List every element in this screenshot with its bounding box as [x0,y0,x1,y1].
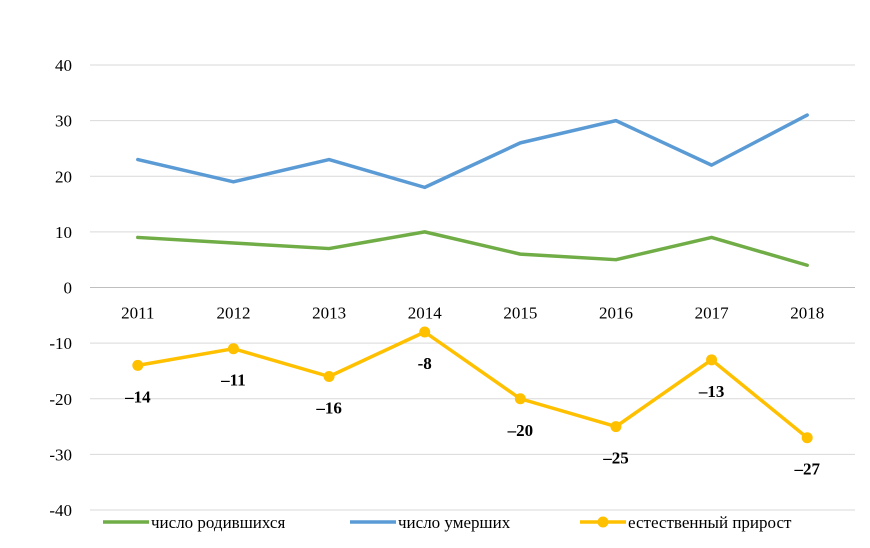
x-axis-ticks: 2011 2012 2013 2014 2015 2016 2017 2018 [121,304,824,323]
data-point [227,343,239,355]
data-point [514,393,526,405]
data-labels: –14 –11 –16 -8 –20 –25 –13 –27 [124,354,820,479]
y-tick-label: -30 [49,445,72,464]
y-tick-label: 0 [64,279,73,298]
series-line-2 [136,330,809,440]
data-point [801,432,813,444]
data-label: –11 [220,371,246,390]
legend: число родившихся число умерших естественны… [103,513,792,532]
legend-label: число умерших [398,513,511,532]
data-point [419,326,431,338]
data-point [706,354,718,366]
x-tick-label: 2012 [216,304,250,323]
data-label: –25 [602,449,629,468]
legend-label: естественный прирост [628,513,792,532]
series-line-1 [136,113,809,190]
y-tick-label: -40 [49,501,72,520]
legend-label: число родившихся [151,513,285,532]
x-tick-label: 2013 [312,304,346,323]
x-tick-label: 2015 [503,304,537,323]
y-tick-label: 40 [55,56,72,75]
x-tick-label: 2018 [790,304,824,323]
x-tick-label: 2016 [599,304,633,323]
y-tick-label: -20 [49,390,72,409]
data-label: –16 [315,399,342,418]
x-tick-label: 2017 [695,304,730,323]
y-tick-label: -10 [49,334,72,353]
data-point [132,359,144,371]
y-tick-label: 30 [55,112,72,131]
y-axis-ticks: 40 30 20 10 0 -10 -20 -30 -40 [49,56,72,520]
data-label: –13 [698,382,725,401]
x-tick-label: 2011 [121,304,154,323]
x-tick-label: 2014 [408,304,443,323]
series-line-0 [136,230,809,267]
data-point [610,421,622,433]
data-label: -8 [418,354,432,373]
y-tick-label: 10 [55,223,72,242]
y-tick-label: 20 [55,167,72,186]
gridlines [90,64,855,511]
data-label: –27 [793,460,820,479]
legend-marker [597,516,609,528]
series-lines [132,113,813,444]
data-label: –20 [507,421,534,440]
data-label: –14 [124,387,151,406]
data-point [323,371,335,382]
